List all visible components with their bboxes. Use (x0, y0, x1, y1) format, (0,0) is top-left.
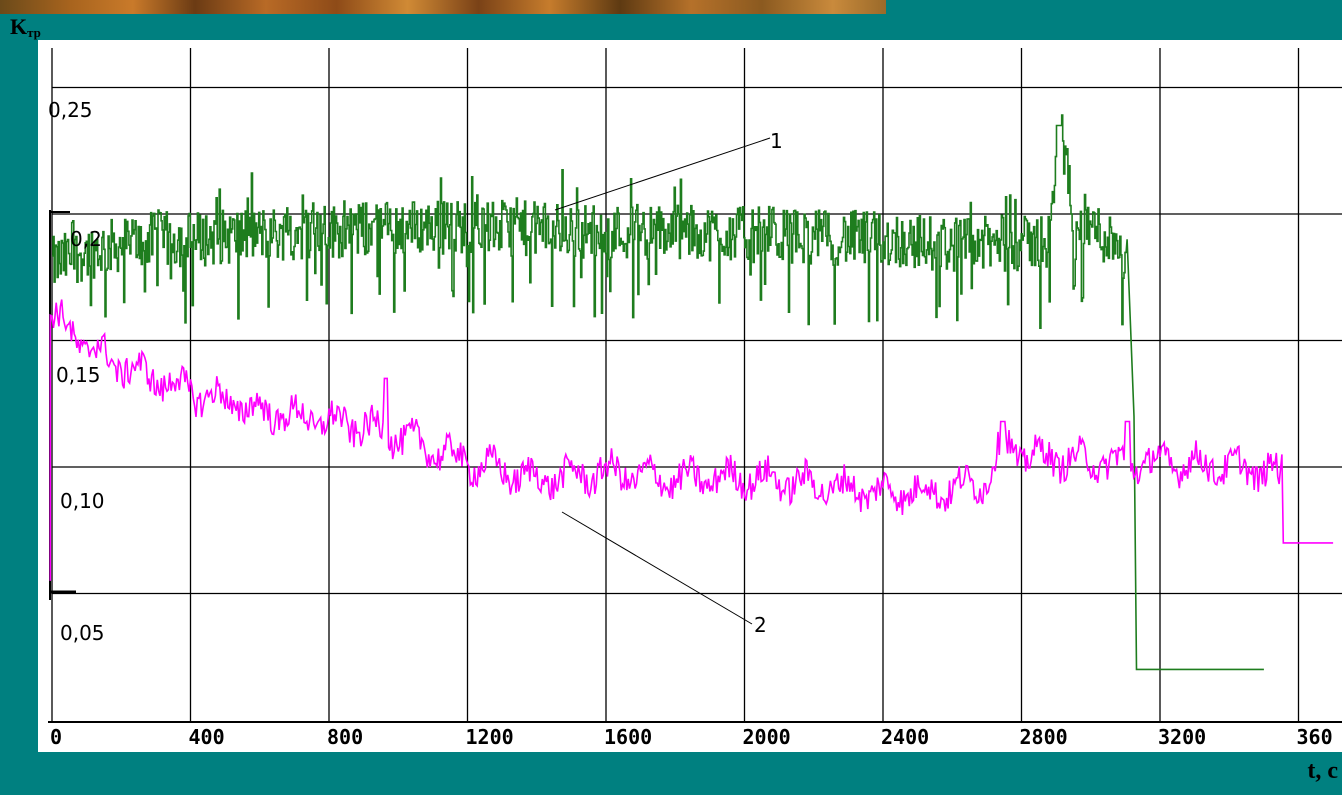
y-axis-title: Kтр (10, 14, 41, 46)
x-tick-label: 2400 (881, 725, 929, 749)
x-tick-label: 2800 (1020, 725, 1068, 749)
annotations: 12 (554, 129, 783, 637)
y-tick-label: 0,25 (48, 98, 93, 122)
annotation-leader-1 (554, 137, 771, 211)
series-line-2 (49, 299, 1334, 581)
y-axis-title-subscript: тр (27, 25, 41, 40)
x-tick-label: 1600 (604, 725, 652, 749)
x-tick-label: 0 (50, 725, 62, 749)
annotation-label-2: 2 (754, 613, 767, 637)
x-tick-label: 1200 (466, 725, 514, 749)
y-tick-label: 0,2 (70, 227, 102, 251)
x-tick-label: 360 (1297, 725, 1333, 749)
annotation-leader-2 (561, 511, 753, 625)
y-tick-label: 0,05 (60, 621, 105, 645)
x-axis-title: t, c (1307, 758, 1338, 784)
x-tick-label: 3200 (1158, 725, 1206, 749)
annotation-label-1: 1 (770, 129, 783, 153)
series-layer (49, 114, 1334, 671)
y-axis-title-main: K (10, 14, 28, 39)
x-tick-label: 400 (189, 725, 225, 749)
tick-labels: 0,05 0,10 0,15 0,2 0,25 0 400 800 1200 1600 2000 24… (48, 98, 1333, 749)
y-tick-label: 0,15 (56, 363, 101, 387)
plot-area (38, 40, 1342, 752)
x-tick-label: 2000 (743, 725, 791, 749)
x-tick-label: 800 (327, 725, 363, 749)
series-line-1 (52, 114, 1264, 671)
y-tick-label: 0,10 (60, 489, 105, 513)
decorative-banner (0, 0, 886, 14)
